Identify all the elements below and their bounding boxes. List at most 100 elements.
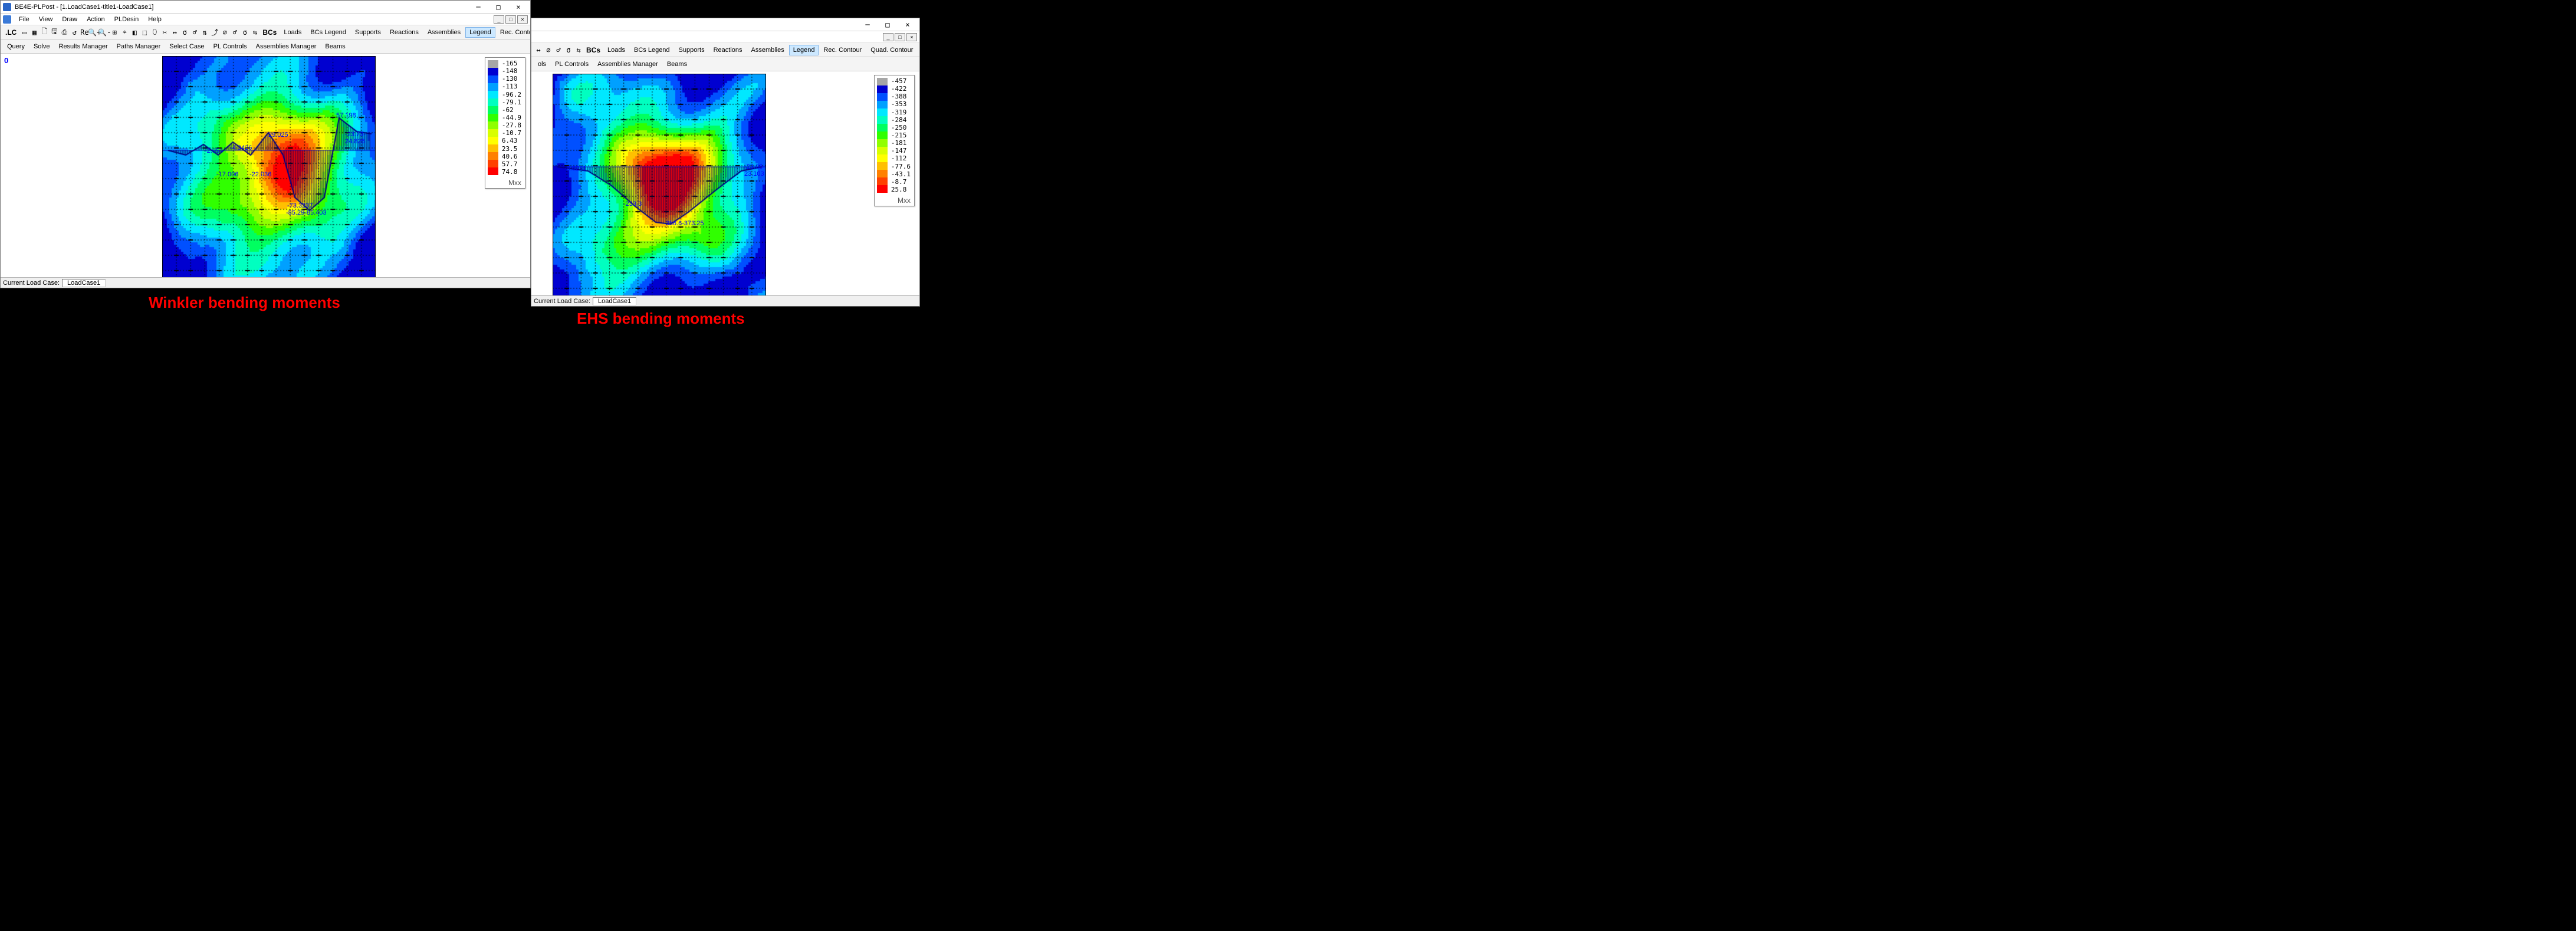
status-value: LoadCase1 [593,297,636,305]
app-window-right: ─ □ × _ □ × ↔⌀♂σ⇆BCsLoadsBCs LegendSuppo… [531,18,920,307]
toolbtn-assemblies[interactable]: Assemblies [423,27,465,38]
toolbtn-assemblies[interactable]: Assemblies [747,45,788,55]
toolbtn-legend[interactable]: Legend [465,27,495,38]
viewport[interactable]: 0 -2.054-4.342629.02557.198-17.006-22.03… [1,54,530,277]
toolbtn-rec--contour[interactable]: Rec. Contour [496,27,530,38]
minimize-button[interactable]: ─ [858,19,877,31]
toolbtn-assemblies-manager[interactable]: Assemblies Manager [593,59,662,70]
toolbtn-assemblies-manager[interactable]: Assemblies Manager [252,41,321,52]
close-button[interactable]: × [898,19,917,31]
tool-icon-1[interactable]: ▦ [29,27,39,38]
tool-icon-9[interactable]: ⊞ [110,27,119,38]
mdi-max-button[interactable]: □ [895,33,905,41]
menu-draw[interactable]: Draw [58,15,81,24]
toolbtn-supports[interactable]: Supports [675,45,709,55]
tool-icon-r2[interactable]: ♂ [554,45,563,55]
tool-icon-23[interactable]: ⇆ [250,27,259,38]
tool-icon-r0[interactable]: ↔ [534,45,543,55]
toolbtn-loads[interactable]: Loads [603,45,629,55]
tool-icon-r3[interactable]: σ [564,45,573,55]
toolbtn-stub[interactable]: ols [534,59,550,70]
toolbtn-bcs-legend[interactable]: BCs Legend [306,27,350,38]
tool-icon-16[interactable]: σ [180,27,189,38]
tool-icon-22[interactable]: σ [240,27,249,38]
contour-plot-right: -0.6231-233.3-356.6-373.25-23.08-23.103 [553,74,766,295]
caption-right: EHS bending moments [577,310,745,328]
mdi-min-button[interactable]: _ [883,33,893,41]
tool-icon-5[interactable]: ↺ [70,27,79,38]
toolbar-secondary: QuerySolveResults ManagerPaths ManagerSe… [1,40,530,54]
toolbtn-rec--contour[interactable]: Rec. Contour [819,45,866,55]
tool-icon-3[interactable]: 🖫 [50,27,59,38]
tool-icon-17[interactable]: ♂ [190,27,199,38]
titlebar: ─ □ × [531,18,919,31]
toolbtn-bcs-legend[interactable]: BCs Legend [630,45,674,55]
toolbtn-max/min[interactable]: Max/Min [918,45,919,55]
tool-icon-0[interactable]: ▭ [19,27,29,38]
tool-icon-18[interactable]: ⇅ [200,27,209,38]
tool-icon-14[interactable]: ✂ [160,27,169,38]
mdi-min-button[interactable]: _ [494,15,504,24]
toolbtn-quad--contour[interactable]: Quad. Contour [866,45,917,55]
toolbar-secondary: olsPL ControlsAssemblies ManagerBeams [531,57,919,71]
menu-view[interactable]: View [35,15,57,24]
toolbtn-results-manager[interactable]: Results Manager [55,41,112,52]
tool-icon-19[interactable]: ⤴ [210,27,219,38]
menu-pldesin[interactable]: PLDesin [110,15,143,24]
app-window-left: BE4E-PLPost - [1.LoadCase1-title1-LoadCa… [0,0,531,288]
toolbtn-loads[interactable]: Loads [280,27,305,38]
legend-right: -457-422-388-353-319-284-250-215-181-147… [874,75,915,206]
menu-action[interactable]: Action [83,15,109,24]
status-label: Current Load Case: [3,279,60,287]
tool-icon-4[interactable]: ⎙ [60,27,69,38]
bcs-label: BCs [584,46,603,54]
menu-file[interactable]: File [15,15,34,24]
status-label: Current Load Case: [534,298,590,305]
tool-icon-r4[interactable]: ⇆ [574,45,583,55]
mdi-max-button[interactable]: □ [505,15,516,24]
lc-label: .LC [3,28,19,37]
viewport[interactable]: -0.6231-233.3-356.6-373.25-23.08-23.103 … [531,71,919,295]
toolbtn-beams[interactable]: Beams [321,41,349,52]
toolbtn-select-case[interactable]: Select Case [165,41,208,52]
titlebar: BE4E-PLPost - [1.LoadCase1-title1-LoadCa… [1,1,530,14]
toolbtn-reactions[interactable]: Reactions [709,45,747,55]
toolbtn-pl-controls[interactable]: PL Controls [551,59,593,70]
toolbtn-pl-controls[interactable]: PL Controls [209,41,251,52]
menubar: File View Draw Action PLDesin Help _ □ × [1,14,530,25]
tool-icon-8[interactable]: 🔍- [100,27,109,38]
toolbtn-paths-manager[interactable]: Paths Manager [113,41,165,52]
tool-icon-r1[interactable]: ⌀ [544,45,553,55]
legend-title: Mxx [877,193,911,205]
menu-help[interactable]: Help [144,15,166,24]
doc-icon [3,15,11,24]
toolbtn-query[interactable]: Query [3,41,29,52]
title-text: BE4E-PLPost - [1.LoadCase1-title1-LoadCa… [15,4,469,11]
tool-icon-10[interactable]: ⌖ [120,27,129,38]
tool-icon-11[interactable]: ◧ [130,27,139,38]
mdi-close-button[interactable]: × [906,33,917,41]
toolbtn-legend[interactable]: Legend [789,45,819,55]
maximize-button[interactable]: □ [878,19,897,31]
legend-title: Mxx [488,175,521,187]
contour-plot-left: -2.054-4.342629.02557.198-17.006-22.036-… [162,56,376,277]
caption-left: Winkler bending moments [149,294,340,312]
toolbar-main: .LC▭▦🗋🖫⎙↺Re🔍+🔍-⊞⌖◧⬚⬯✂↔σ♂⇅⤴⌀♂σ⇆BCsLoadsBC… [1,25,530,40]
mdi-close-button[interactable]: × [517,15,528,24]
minimize-button[interactable]: ─ [469,1,488,13]
toolbtn-supports[interactable]: Supports [351,27,385,38]
toolbtn-reactions[interactable]: Reactions [386,27,423,38]
tool-icon-20[interactable]: ⌀ [220,27,229,38]
tool-icon-21[interactable]: ♂ [230,27,239,38]
tool-icon-13[interactable]: ⬯ [150,27,159,38]
tool-icon-2[interactable]: 🗋 [40,27,49,38]
tool-icon-15[interactable]: ↔ [170,27,179,38]
tool-icon-12[interactable]: ⬚ [140,27,149,38]
maximize-button[interactable]: □ [489,1,508,13]
close-button[interactable]: × [509,1,528,13]
toolbar-main: ↔⌀♂σ⇆BCsLoadsBCs LegendSupportsReactions… [531,43,919,57]
origin-marker: 0 [4,56,8,65]
toolbtn-solve[interactable]: Solve [29,41,54,52]
toolbtn-beams[interactable]: Beams [663,59,691,70]
bcs-label: BCs [260,28,279,37]
